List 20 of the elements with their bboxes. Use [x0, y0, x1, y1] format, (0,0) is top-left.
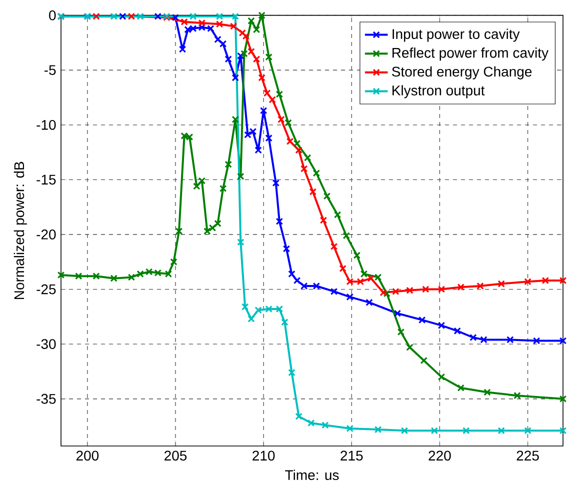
x-axis-title: Time: us	[285, 470, 339, 480]
y-tick-label: -15	[36, 174, 56, 185]
y-tick-label: 0	[49, 10, 56, 20]
x-tick-label: 225	[516, 450, 539, 461]
y-tick-label: -5	[44, 65, 56, 76]
legend-label: Klystron output	[392, 85, 485, 98]
legend-label: Stored energy Change	[392, 66, 532, 80]
x-tick-label: 215	[340, 450, 363, 461]
y-tick-label: -10	[36, 120, 56, 130]
y-tick-label: -25	[36, 284, 56, 294]
legend-label: Reflect power from cavity	[392, 48, 548, 61]
x-tick-label: 210	[252, 450, 275, 461]
legend-label: Input power to cavity	[392, 28, 520, 42]
y-tick-label: -35	[36, 394, 56, 404]
x-tick-label: 205	[164, 450, 187, 461]
x-tick-label: 220	[428, 450, 451, 461]
y-axis-title: Normalized power: dB	[14, 162, 27, 300]
y-tick-label: -30	[36, 339, 56, 350]
y-tick-label: -20	[36, 230, 56, 240]
x-tick-label: 200	[76, 450, 99, 461]
